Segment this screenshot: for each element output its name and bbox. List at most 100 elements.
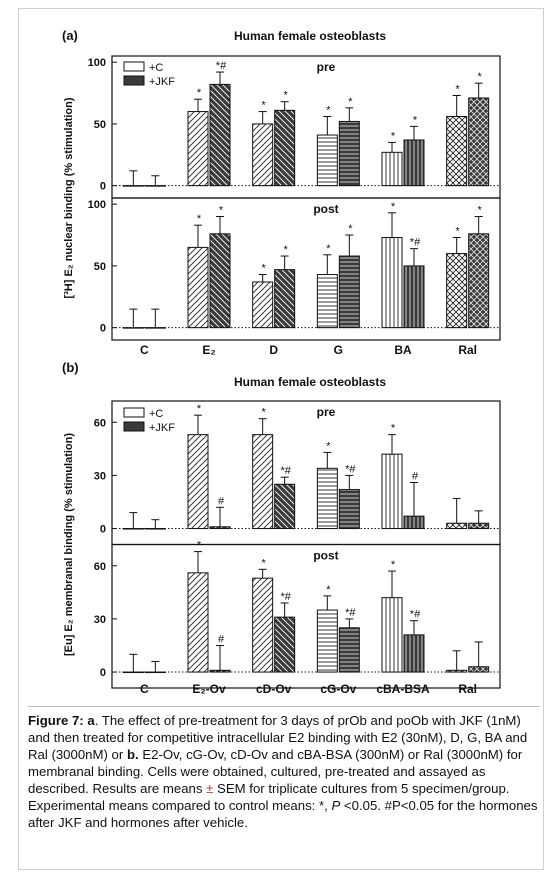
y-tick-label: 50 — [94, 119, 106, 131]
bar — [316, 609, 338, 673]
bar — [403, 634, 425, 673]
bar — [252, 577, 274, 673]
significance-mark: * — [391, 423, 396, 435]
bar-control: * — [252, 263, 274, 329]
y-tick-label: 100 — [88, 199, 106, 211]
bar — [274, 109, 296, 187]
caption-b-text: E2-Ov, cG-Ov, cD-Ov and cBA-BSA (300nM) … — [28, 747, 523, 796]
significance-mark: * — [284, 90, 289, 102]
bar — [122, 528, 144, 530]
bar-jkf — [468, 641, 490, 673]
significance-mark: * — [478, 205, 483, 217]
bar-jkf: *# — [403, 237, 425, 329]
bar-jkf — [144, 175, 166, 187]
bar — [144, 528, 166, 530]
category-label: cD-Ov — [256, 682, 292, 696]
y-tick-label: 0 — [100, 667, 106, 679]
caption-divider — [28, 706, 540, 707]
category-label: cG-Ov — [320, 682, 356, 696]
bar — [316, 134, 338, 187]
legend-label: +C — [149, 62, 163, 74]
caption-lead: Figure 7: — [28, 713, 88, 728]
bar — [316, 274, 338, 329]
caption-a-label: a — [87, 713, 95, 728]
bar — [468, 233, 490, 329]
bar — [187, 246, 209, 329]
bar — [403, 515, 425, 530]
bar-jkf: * — [468, 205, 490, 329]
significance-mark: * — [326, 243, 331, 255]
bar-jkf: *# — [338, 607, 360, 673]
bar-control — [122, 170, 144, 187]
bar — [144, 185, 166, 187]
bar-control: * — [316, 105, 338, 187]
bar-control: * — [316, 584, 338, 673]
category-label: G — [334, 343, 343, 357]
significance-mark: # — [218, 495, 225, 507]
bar — [446, 116, 468, 187]
bar — [381, 237, 403, 329]
bar-control: * — [252, 557, 274, 673]
bar — [338, 627, 360, 673]
bar-jkf: # — [209, 495, 231, 530]
significance-mark: * — [348, 96, 353, 108]
panel-title: Human female osteoblasts — [234, 29, 386, 43]
bar — [144, 327, 166, 329]
bar-control — [446, 650, 468, 673]
bar — [446, 522, 468, 530]
subplot-label: post — [313, 549, 338, 563]
y-tick-label: 0 — [100, 181, 106, 193]
bar — [209, 669, 231, 673]
bar-jkf: * — [209, 205, 231, 329]
bar-jkf: # — [403, 470, 425, 530]
significance-mark: * — [391, 130, 396, 142]
caption-a-text: . The effect of pre-treatment for 3 days… — [28, 713, 528, 762]
significance-mark: * — [391, 559, 396, 571]
bar-control: * — [252, 407, 274, 530]
bar-control: * — [316, 243, 338, 329]
bar-jkf — [144, 660, 166, 674]
significance-mark: *# — [280, 591, 291, 603]
y-tick-label: 30 — [94, 614, 106, 626]
category-label: E₂-Ov — [192, 682, 226, 696]
bar — [381, 453, 403, 530]
bar-control: * — [187, 213, 209, 329]
bar — [468, 666, 490, 673]
plot-frame — [111, 543, 501, 689]
bar-jkf: * — [468, 71, 490, 187]
subplot-label: post — [313, 202, 338, 216]
significance-mark: # — [218, 633, 225, 645]
category-label: D — [269, 343, 278, 357]
bar-jkf: * — [274, 90, 296, 187]
significance-mark: * — [284, 244, 289, 256]
bar-jkf: * — [274, 244, 296, 329]
bar — [209, 526, 231, 530]
caption-rest2: <0.05. #P<0.05 for the hormones after JK… — [28, 798, 538, 830]
subplot-label: pre — [317, 405, 336, 419]
significance-mark: * — [326, 105, 331, 117]
bar-jkf: *# — [403, 609, 425, 673]
bar-control: * — [381, 201, 403, 329]
significance-mark: * — [326, 440, 331, 452]
bar — [381, 151, 403, 187]
y-tick-label: 50 — [94, 261, 106, 273]
significance-mark: * — [262, 557, 267, 569]
y-axis-label: [Eu] E₂ membranal binding (% stimulation… — [63, 433, 75, 656]
panel-label: (a) — [62, 28, 78, 43]
significance-mark: * — [197, 540, 202, 552]
bar-jkf: # — [209, 633, 231, 673]
bar — [274, 269, 296, 329]
significance-mark: * — [219, 205, 224, 217]
category-label: cBA-BSA — [376, 682, 430, 696]
category-label: BA — [394, 343, 412, 357]
bar — [403, 265, 425, 329]
category-label: Ral — [458, 682, 477, 696]
significance-mark: *# — [410, 609, 421, 621]
significance-mark: # — [412, 470, 419, 482]
bar-jkf — [144, 519, 166, 530]
significance-mark: * — [197, 87, 202, 99]
bar — [274, 616, 296, 673]
bar-control — [122, 308, 144, 329]
bar — [338, 120, 360, 187]
significance-mark: * — [456, 84, 461, 96]
